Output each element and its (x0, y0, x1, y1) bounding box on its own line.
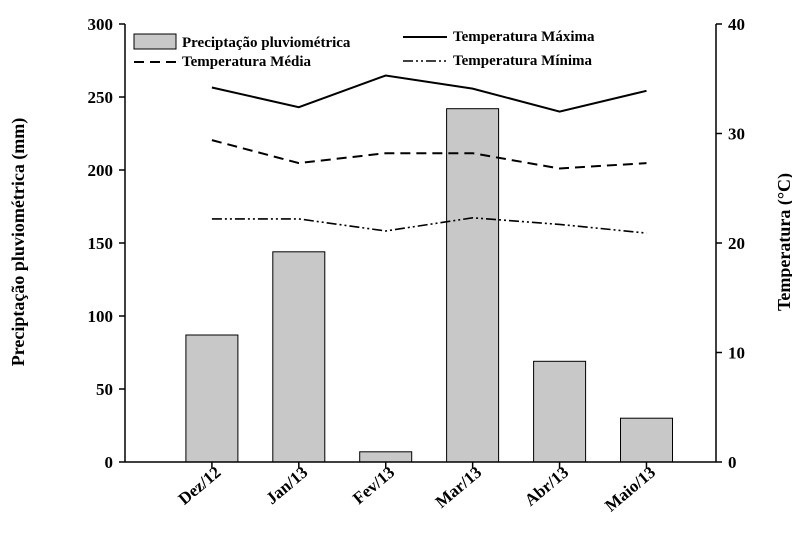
x-ticks: Dez/12 Jan/13 Fev/13 Mar/13 Abr/13 Maio/13 (175, 462, 659, 515)
bar-maio-13 (620, 417, 673, 463)
left-tick-label: 100 (88, 307, 114, 326)
x-tick-label: Maio/13 (601, 463, 659, 516)
left-tick-label: 200 (88, 161, 114, 180)
legend-label-tmed: Temperatura Média (182, 54, 312, 70)
right-ticks: 0 10 20 30 40 (716, 15, 745, 472)
lines-layer (211, 74, 647, 234)
bar-dez-12 (185, 334, 239, 463)
right-tick-label: 0 (728, 453, 737, 472)
x-tick-label: Jan/13 (262, 463, 311, 509)
line-temperatura-minima (211, 216, 647, 234)
line-temperatura-maxima (211, 74, 647, 113)
x-tick-label: Abr/13 (521, 463, 572, 510)
bars-layer (185, 108, 673, 463)
bar-abr-13 (533, 360, 587, 463)
right-tick-label: 10 (728, 344, 745, 363)
left-ticks: 0 50 100 150 200 250 300 (88, 15, 125, 472)
right-tick-label: 30 (728, 125, 745, 144)
left-tick-label: 50 (96, 380, 113, 399)
right-tick-label: 40 (728, 15, 745, 34)
x-tick-label: Mar/13 (432, 463, 485, 512)
bar-fev-13 (359, 451, 413, 463)
x-tick-label: Dez/12 (175, 463, 225, 509)
legend-label-precipitation: Preciptação pluviométrica (182, 35, 351, 51)
legend: Preciptação pluviométrica Temperatura Má… (133, 29, 595, 70)
left-axis-title: Preciptação pluviométrica (mm) (8, 118, 29, 367)
legend-label-tmax: Temperatura Máxima (453, 29, 595, 45)
left-tick-label: 300 (88, 15, 114, 34)
right-tick-label: 20 (728, 234, 745, 253)
left-tick-label: 0 (105, 453, 114, 472)
bar-jan-13 (272, 251, 326, 463)
left-tick-label: 150 (88, 234, 114, 253)
x-tick-label: Fev/13 (349, 463, 398, 509)
left-tick-label: 250 (88, 88, 114, 107)
line-temperatura-media (211, 139, 647, 170)
right-axis-title: Temperatura (°C) (774, 173, 792, 311)
legend-swatch-precipitation (133, 33, 177, 50)
bar-mar-13 (446, 108, 500, 463)
legend-label-tmin: Temperatura Mínima (453, 53, 593, 69)
